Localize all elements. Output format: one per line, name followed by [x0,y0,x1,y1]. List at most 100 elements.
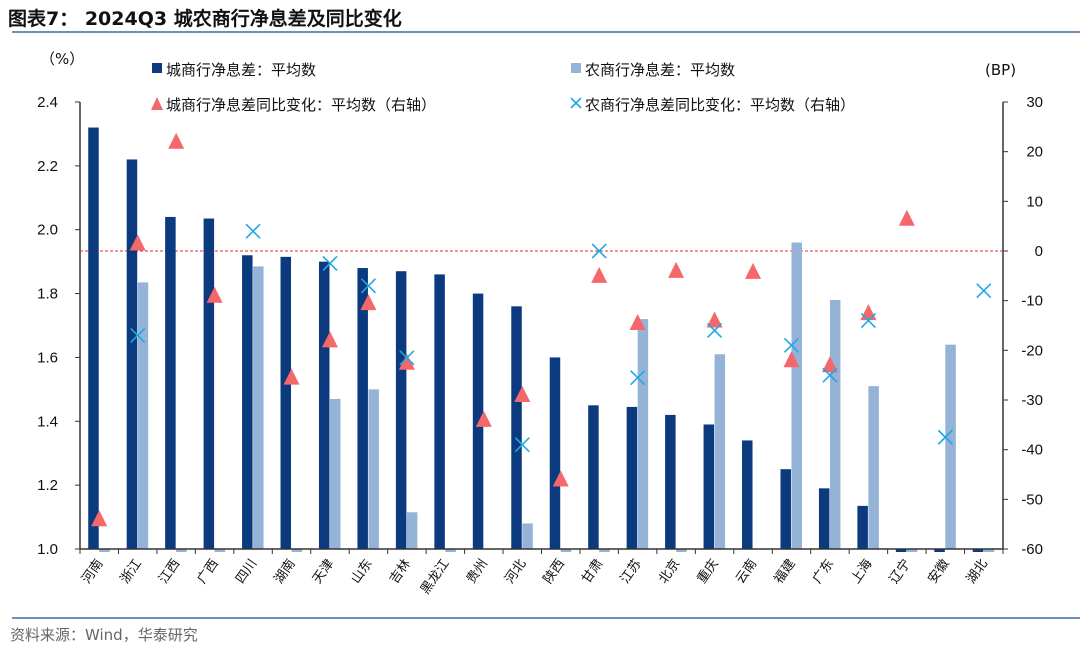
right-tick-label: 30 [1026,94,1043,111]
rural-bank-bar [599,549,610,552]
footer-divider [12,617,1080,619]
rural-change-x-marker [976,283,992,299]
left-tick-label: 2.0 [37,222,58,239]
left-tick-label: 2.4 [37,94,58,111]
city-change-triangle [668,261,685,278]
x-tick-label: 河北 [502,557,529,587]
x-tick-label: 江苏 [617,556,645,586]
city-change-triangle [783,351,800,368]
rural-change-x-marker [783,337,800,353]
rural-bank-bar [214,549,226,552]
source-note: 资料来源：Wind，华泰研究 [10,626,198,644]
city-change-triangle [860,304,877,321]
x-tick-label: 四川 [233,557,260,587]
rural-bank-bar [829,299,841,549]
x-tick-label: 山东 [349,557,376,587]
city-change-triangle [745,262,762,279]
city-bank-bar [472,293,484,549]
rural-bank-bar [368,389,379,549]
city-change-triangle [206,286,223,303]
city-bank-bar [742,440,753,549]
city-bank-bar [88,127,99,550]
rural-change-x-marker [706,322,723,339]
rural-change-x-marker [130,327,146,343]
x-tick-label: 辽宁 [886,556,914,586]
right-tick-label: -40 [1021,442,1043,459]
city-change-triangle [552,470,569,487]
left-tick-label: 1.8 [37,286,58,303]
left-axis-unit: （%） [40,50,84,68]
rural-bank-bar [176,549,187,552]
legend-label: 城商行净息差：平均数 [166,61,316,79]
rural-change-x-marker [937,429,953,445]
rural-bank-bar [868,386,879,549]
rural-bank-bar [945,344,956,549]
city-change-triangle [706,311,723,328]
x-tick-label: 湖北 [964,557,991,587]
legend-label: 农商行净息差：平均数 [585,61,735,79]
legend-swatch-city-triangle [151,97,163,110]
right-tick-label: 20 [1026,144,1043,161]
rural-bank-bar [291,549,303,552]
rural-bank-bar [137,282,149,549]
city-change-triangle [821,356,838,373]
rural-change-x-marker [860,312,876,329]
right-tick-label: -60 [1021,541,1043,558]
x-tick-label: 安徽 [925,557,952,587]
rural-bank-bar [906,549,918,552]
city-change-triangle [168,132,185,149]
rural-bank-bar [560,549,572,552]
city-bank-bar [895,549,907,552]
right-axis-unit: (BP) [985,61,1016,79]
right-tick-label: -20 [1021,342,1043,359]
city-change-triangle [591,266,608,283]
rural-change-x-marker [360,278,377,294]
x-tick-label: 陕西 [541,557,568,587]
city-change-triangle [475,410,492,427]
rural-bank-bar [676,549,687,552]
city-bank-bar [434,274,445,549]
right-tick-label: 10 [1026,193,1043,210]
city-bank-bar [395,271,407,549]
x-tick-label: 吉林 [387,557,414,587]
city-change-triangle [514,386,531,403]
x-tick-label: 黑龙江 [418,557,453,598]
rural-bank-bar [791,242,802,549]
left-tick-label: 1.0 [37,541,58,558]
x-tick-label: 河南 [78,556,106,586]
rural-bank-bar [714,354,726,549]
right-tick-label: 0 [1035,243,1043,260]
rural-change-x-marker [630,370,646,386]
city-change-triangle [398,353,415,370]
rural-change-x-marker [322,255,338,271]
right-tick-label: -10 [1021,293,1043,310]
city-bank-bar [857,505,868,549]
rural-change-x-marker [245,223,261,239]
left-tick-label: 1.2 [37,477,58,494]
legend-swatch-rural-x [570,97,582,109]
rural-change-x-marker [591,243,607,259]
x-tick-label: 广东 [810,557,837,587]
city-change-triangle [321,331,338,348]
rural-bank-bar [445,549,456,552]
city-bank-bar [242,255,253,549]
city-change-triangle [283,368,300,385]
legend-swatch-city-bar [152,63,162,73]
left-tick-label: 2.2 [37,158,58,175]
city-change-triangle [898,209,915,226]
x-tick-label: 江西 [156,557,183,587]
rural-bank-bar [522,523,533,549]
city-bank-bar [665,414,676,549]
city-bank-bar [203,218,215,549]
legend-label: 农商行净息差同比变化：平均数（右轴） [585,96,855,114]
right-tick-label: -50 [1021,491,1043,508]
rural-bank-bar [253,266,264,549]
rural-bank-bar [329,398,341,549]
rural-change-x-marker [514,437,530,453]
figure-title: 图表7： 2024Q3 城农商行净息差及同比变化 [8,8,402,30]
city-bank-bar [588,405,599,549]
legend-swatch-rural-bar [571,63,581,73]
right-tick-label: -30 [1021,392,1043,409]
city-bank-bar [165,216,176,549]
